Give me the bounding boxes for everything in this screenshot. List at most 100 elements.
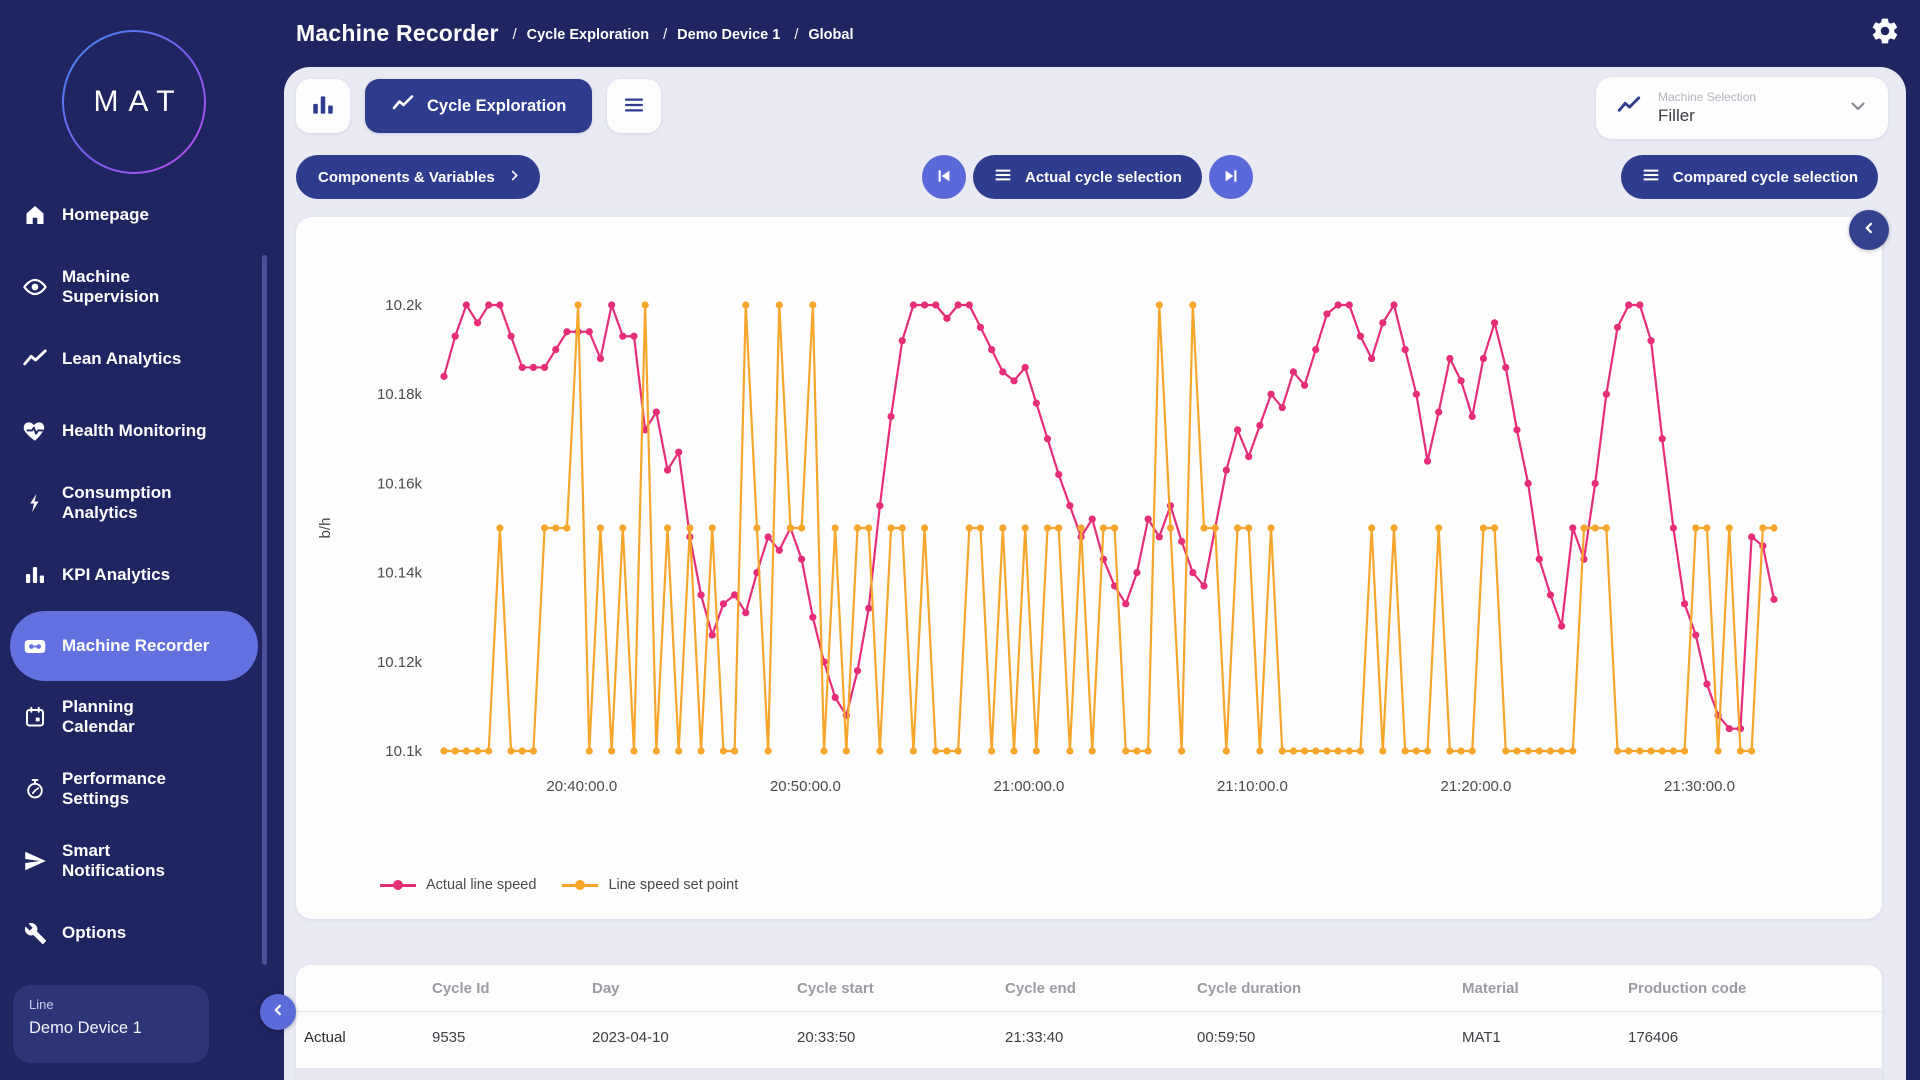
line-value: Demo Device 1: [29, 1019, 193, 1038]
breadcrumb: Cycle Exploration Demo Device 1 Global: [513, 27, 868, 43]
previous-cycle-button[interactable]: [922, 155, 966, 199]
components-variables-button[interactable]: Components & Variables: [296, 155, 540, 199]
cell-cycle-id: 9535: [432, 1029, 592, 1046]
sidebar-item-smart-notifications[interactable]: SmartNotifications: [0, 825, 268, 897]
send-icon: [22, 848, 48, 874]
hamburger-icon: [1641, 165, 1661, 189]
svg-text:10.16k: 10.16k: [377, 475, 423, 492]
sidebar-item-machine-recorder[interactable]: Machine Recorder: [10, 611, 258, 681]
sidebar-scrollbar[interactable]: [262, 255, 267, 965]
col-header-day: Day: [592, 980, 797, 997]
breadcrumb-item[interactable]: Global: [794, 27, 853, 43]
sidebar-item-consumption-analytics[interactable]: ConsumptionAnalytics: [0, 467, 268, 539]
main-panel: Cycle Exploration Machine Selection Fill…: [284, 67, 1906, 1080]
chevron-left-icon: [1860, 219, 1878, 242]
breadcrumb-item[interactable]: Cycle Exploration: [513, 27, 650, 43]
svg-text:21:20:00.0: 21:20:00.0: [1441, 778, 1512, 795]
sidebar: MAT Homepage MachineSupervision Lean Ana…: [0, 0, 268, 1080]
trend-icon: [1616, 93, 1642, 124]
chevron-left-icon: [269, 1001, 287, 1024]
bar-chart-icon: [310, 92, 336, 121]
selection-toolbar: Components & Variables Actual cycle sele…: [284, 155, 1906, 199]
cassette-icon: [22, 633, 48, 659]
cell-cycle-duration: 00:59:50: [1197, 1029, 1462, 1046]
cell-production-code: 176406: [1628, 1029, 1882, 1046]
svg-text:10.18k: 10.18k: [377, 386, 423, 403]
sidebar-item-planning-calendar[interactable]: PlanningCalendar: [0, 681, 268, 753]
col-header-material: Material: [1462, 980, 1628, 997]
view-switcher: Cycle Exploration: [296, 79, 661, 133]
legend-item-line-speed-set-point[interactable]: Line speed set point: [562, 877, 738, 893]
chart-card: 10.2k 10.18k 10.16k 10.14k 10.12k 10.1k b/h 20:…: [296, 217, 1882, 919]
chart-collapse-button[interactable]: [1849, 210, 1889, 250]
app-logo-text: MAT: [64, 32, 204, 172]
sidebar-nav: Homepage MachineSupervision Lean Analyti…: [0, 179, 268, 969]
sidebar-item-homepage[interactable]: Homepage: [0, 179, 268, 251]
svg-text:10.1k: 10.1k: [385, 743, 422, 760]
col-header-production-code: Production code: [1628, 980, 1882, 997]
heart-pulse-icon: [22, 418, 48, 444]
cycle-chart[interactable]: 10.2k 10.18k 10.16k 10.14k 10.12k 10.1k b/h 20:…: [304, 235, 1844, 815]
col-header-cycle-end: Cycle end: [1005, 980, 1197, 997]
sidebar-item-performance-settings[interactable]: PerformanceSettings: [0, 753, 268, 825]
legend-swatch: [562, 884, 598, 887]
skip-previous-icon: [934, 166, 954, 189]
actual-cycle-controls: Actual cycle selection: [922, 155, 1253, 199]
table-row-actual[interactable]: Actual 9535 2023-04-10 20:33:50 21:33:40…: [296, 1012, 1882, 1062]
cell-day: 2023-04-10: [592, 1029, 797, 1046]
row-label: Actual: [304, 1029, 432, 1046]
legend-item-actual-line-speed[interactable]: Actual line speed: [380, 877, 536, 893]
compared-cycle-selection-button[interactable]: Compared cycle selection: [1621, 155, 1878, 199]
breadcrumb-item[interactable]: Demo Device 1: [663, 27, 780, 43]
col-header-cycle-id: Cycle Id: [432, 980, 592, 997]
sidebar-item-options[interactable]: Options: [0, 897, 268, 969]
hamburger-icon: [993, 165, 1013, 189]
legend-swatch: [380, 884, 416, 887]
machine-selection-label: Machine Selection: [1658, 90, 1846, 104]
line-selector-card[interactable]: Line Demo Device 1: [13, 985, 209, 1063]
bar-chart-view-button[interactable]: [296, 79, 350, 133]
svg-text:21:00:00.0: 21:00:00.0: [993, 778, 1064, 795]
cycle-table: Cycle Id Day Cycle start Cycle end Cycle…: [296, 965, 1882, 1080]
trend-icon: [391, 92, 415, 121]
sidebar-item-lean-analytics[interactable]: Lean Analytics: [0, 323, 268, 395]
svg-text:20:50:00.0: 20:50:00.0: [770, 778, 841, 795]
chevron-down-icon: [1846, 94, 1870, 123]
svg-text:b/h: b/h: [317, 518, 334, 539]
sidebar-collapse-button[interactable]: [260, 994, 296, 1030]
next-cycle-button[interactable]: [1209, 155, 1253, 199]
home-icon: [22, 202, 48, 228]
svg-text:10.14k: 10.14k: [377, 565, 423, 582]
svg-text:21:30:00.0: 21:30:00.0: [1664, 778, 1735, 795]
sidebar-item-health-monitoring[interactable]: Health Monitoring: [0, 395, 268, 467]
cycle-exploration-tab[interactable]: Cycle Exploration: [365, 79, 592, 133]
machine-selection-dropdown[interactable]: Machine Selection Filler: [1596, 77, 1888, 139]
actual-cycle-selection-button[interactable]: Actual cycle selection: [973, 155, 1202, 199]
table-scrollbar[interactable]: [296, 1068, 1882, 1080]
bar-chart-icon: [22, 562, 48, 588]
app-logo: MAT: [62, 30, 206, 174]
calendar-icon: [22, 704, 48, 730]
sidebar-item-machine-supervision[interactable]: MachineSupervision: [0, 251, 268, 323]
gear-icon[interactable]: [1870, 16, 1900, 46]
sidebar-item-kpi-analytics[interactable]: KPI Analytics: [0, 539, 268, 611]
line-label: Line: [29, 997, 193, 1012]
col-header-cycle-duration: Cycle duration: [1197, 980, 1462, 997]
menu-view-button[interactable]: [607, 79, 661, 133]
chevron-right-icon: [507, 168, 522, 187]
top-header: Machine Recorder Cycle Exploration Demo …: [268, 0, 1920, 67]
svg-text:10.2k: 10.2k: [385, 297, 422, 314]
chart-legend: Actual line speed Line speed set point: [380, 877, 738, 893]
trend-icon: [22, 346, 48, 372]
svg-text:21:10:00.0: 21:10:00.0: [1217, 778, 1288, 795]
eye-icon: [22, 274, 48, 300]
page-title: Machine Recorder: [296, 20, 499, 47]
svg-text:10.12k: 10.12k: [377, 654, 423, 671]
hamburger-icon: [622, 93, 646, 120]
skip-next-icon: [1221, 166, 1241, 189]
cell-material: MAT1: [1462, 1029, 1628, 1046]
stopwatch-icon: [22, 776, 48, 802]
col-header-cycle-start: Cycle start: [797, 980, 1005, 997]
svg-text:20:40:00.0: 20:40:00.0: [546, 778, 617, 795]
bolt-icon: [22, 490, 48, 516]
